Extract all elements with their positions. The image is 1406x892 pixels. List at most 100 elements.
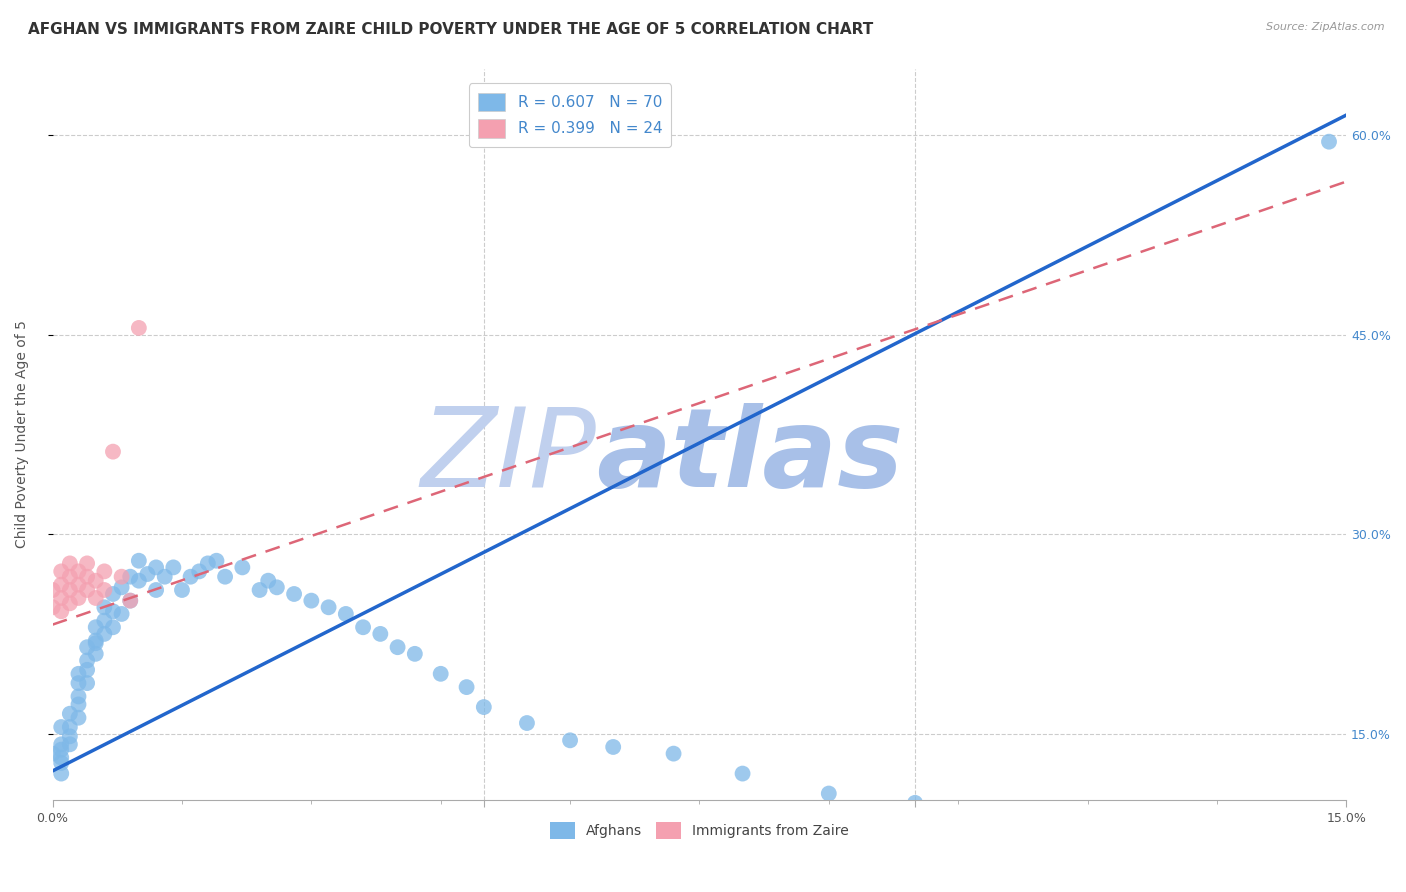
Afghans: [84, 620, 107, 634]
Afghans: [51, 737, 73, 751]
Legend: Afghans, Immigrants from Zaire: Afghans, Immigrants from Zaire: [544, 816, 855, 845]
Afghans: [76, 640, 98, 655]
Afghans: [76, 663, 98, 677]
Immigrants from Zaire: [59, 557, 82, 571]
Afghans: [602, 739, 624, 754]
Afghans: [429, 666, 451, 681]
Afghans: [1317, 135, 1340, 149]
Immigrants from Zaire: [67, 591, 90, 605]
Immigrants from Zaire: [128, 321, 150, 335]
Immigrants from Zaire: [76, 582, 98, 597]
Afghans: [67, 676, 90, 690]
Immigrants from Zaire: [84, 574, 107, 588]
Afghans: [145, 582, 167, 597]
Afghans: [76, 653, 98, 667]
Immigrants from Zaire: [93, 565, 115, 579]
Afghans: [318, 600, 340, 615]
Immigrants from Zaire: [41, 600, 63, 615]
Afghans: [67, 711, 90, 725]
Afghans: [51, 720, 73, 734]
Afghans: [197, 557, 219, 571]
Afghans: [93, 600, 115, 615]
Afghans: [335, 607, 357, 621]
Immigrants from Zaire: [59, 596, 82, 610]
Afghans: [51, 750, 73, 764]
Immigrants from Zaire: [51, 577, 73, 591]
Afghans: [51, 742, 73, 756]
Text: Source: ZipAtlas.com: Source: ZipAtlas.com: [1267, 22, 1385, 32]
Afghans: [266, 580, 288, 594]
Afghans: [84, 633, 107, 648]
Afghans: [93, 614, 115, 628]
Afghans: [101, 620, 124, 634]
Afghans: [67, 690, 90, 704]
Text: ZIP: ZIP: [420, 403, 596, 510]
Immigrants from Zaire: [59, 582, 82, 597]
Afghans: [67, 698, 90, 712]
Afghans: [731, 766, 754, 780]
Afghans: [59, 720, 82, 734]
Afghans: [59, 706, 82, 721]
Afghans: [472, 700, 495, 714]
Immigrants from Zaire: [41, 582, 63, 597]
Afghans: [352, 620, 374, 634]
Afghans: [59, 729, 82, 743]
Immigrants from Zaire: [101, 444, 124, 458]
Immigrants from Zaire: [110, 570, 132, 584]
Immigrants from Zaire: [67, 577, 90, 591]
Afghans: [67, 666, 90, 681]
Afghans: [136, 567, 159, 582]
Afghans: [145, 560, 167, 574]
Afghans: [110, 580, 132, 594]
Afghans: [170, 582, 193, 597]
Afghans: [283, 587, 305, 601]
Immigrants from Zaire: [120, 593, 142, 607]
Afghans: [93, 627, 115, 641]
Immigrants from Zaire: [76, 570, 98, 584]
Immigrants from Zaire: [84, 591, 107, 605]
Afghans: [387, 640, 409, 655]
Afghans: [904, 796, 927, 810]
Afghans: [180, 570, 202, 584]
Afghans: [51, 766, 73, 780]
Afghans: [558, 733, 581, 747]
Afghans: [51, 756, 73, 770]
Immigrants from Zaire: [51, 604, 73, 618]
Immigrants from Zaire: [51, 565, 73, 579]
Afghans: [128, 554, 150, 568]
Y-axis label: Child Poverty Under the Age of 5: Child Poverty Under the Age of 5: [15, 320, 30, 549]
Afghans: [153, 570, 176, 584]
Afghans: [456, 680, 478, 694]
Afghans: [101, 604, 124, 618]
Afghans: [370, 627, 392, 641]
Afghans: [120, 593, 142, 607]
Afghans: [249, 582, 271, 597]
Afghans: [188, 565, 211, 579]
Afghans: [41, 747, 63, 761]
Afghans: [59, 737, 82, 751]
Immigrants from Zaire: [76, 557, 98, 571]
Afghans: [101, 587, 124, 601]
Immigrants from Zaire: [51, 591, 73, 605]
Text: atlas: atlas: [596, 403, 903, 510]
Afghans: [205, 554, 228, 568]
Afghans: [128, 574, 150, 588]
Immigrants from Zaire: [67, 565, 90, 579]
Afghans: [214, 570, 236, 584]
Afghans: [299, 593, 322, 607]
Afghans: [404, 647, 426, 661]
Afghans: [817, 787, 839, 801]
Afghans: [257, 574, 280, 588]
Immigrants from Zaire: [59, 570, 82, 584]
Afghans: [516, 716, 538, 731]
Immigrants from Zaire: [93, 582, 115, 597]
Afghans: [231, 560, 253, 574]
Afghans: [76, 676, 98, 690]
Afghans: [662, 747, 685, 761]
Afghans: [162, 560, 184, 574]
Afghans: [84, 647, 107, 661]
Text: AFGHAN VS IMMIGRANTS FROM ZAIRE CHILD POVERTY UNDER THE AGE OF 5 CORRELATION CHA: AFGHAN VS IMMIGRANTS FROM ZAIRE CHILD PO…: [28, 22, 873, 37]
Afghans: [84, 636, 107, 650]
Afghans: [110, 607, 132, 621]
Afghans: [120, 570, 142, 584]
